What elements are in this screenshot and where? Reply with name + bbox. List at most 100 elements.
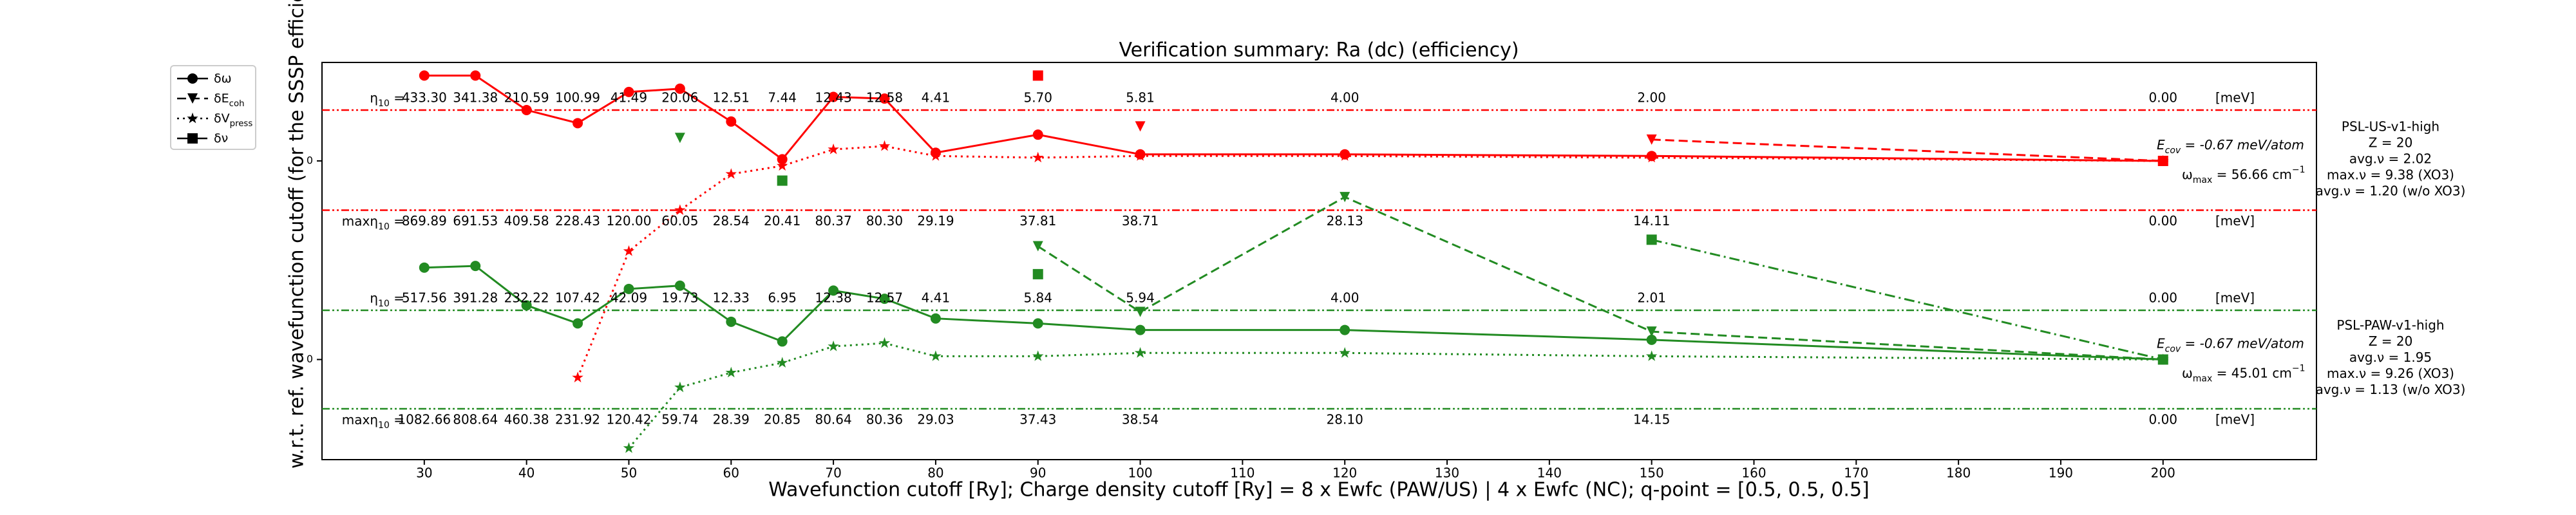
- x-tick-label: 90: [1030, 465, 1046, 481]
- marker: [674, 381, 686, 393]
- marker: [521, 104, 532, 115]
- marker: [623, 86, 634, 97]
- eta-value: 6.95: [768, 290, 797, 305]
- max-eta-label-part: =: [390, 213, 404, 229]
- max-eta-value: 808.64: [453, 411, 498, 427]
- marker: [1032, 318, 1043, 329]
- max-eta-value: 0.00: [2149, 411, 2178, 427]
- marker: [725, 168, 737, 179]
- pseudo-info: max.ν = 9.26 (XO3): [2327, 366, 2454, 381]
- eta-value: 12.57: [866, 290, 903, 305]
- legend-box: [170, 65, 256, 150]
- eta-value: 42.09: [611, 290, 647, 305]
- marker: [828, 91, 839, 102]
- unit-label: [meV]: [2215, 411, 2255, 427]
- eta-value: 0.00: [2149, 290, 2178, 305]
- ecov-label-part: = -0.67 meV/atom: [2181, 335, 2304, 351]
- legend-label-part: coh: [229, 99, 245, 109]
- max-eta-label: maxη10 =: [342, 213, 404, 232]
- marker: [470, 70, 481, 81]
- ecov-label-part: cov: [2165, 145, 2181, 156]
- marker: [1032, 268, 1043, 279]
- marker: [470, 261, 481, 272]
- marker: [1339, 150, 1350, 161]
- eta-value: 41.49: [611, 89, 647, 105]
- x-tick-label: 190: [2049, 465, 2073, 481]
- max-eta-value: 80.36: [866, 411, 903, 427]
- pseudo-info: Z = 20: [2369, 135, 2413, 150]
- x-tick-label: 130: [1435, 465, 1459, 481]
- marker: [1646, 326, 1657, 337]
- plot-frame: [321, 62, 2317, 460]
- x-tick-label: 50: [621, 465, 637, 481]
- x-tick-label: 200: [2151, 465, 2175, 481]
- marker: [1646, 234, 1657, 245]
- max-eta-value: 80.64: [815, 411, 851, 427]
- max-eta-value: 29.19: [917, 213, 954, 229]
- ecov-label-part: = -0.67 meV/atom: [2181, 136, 2304, 152]
- marker: [828, 340, 839, 351]
- legend-marker: [187, 73, 198, 84]
- legend-label: δω: [214, 71, 232, 86]
- eta-label-part: η: [370, 89, 378, 105]
- marker: [828, 285, 839, 296]
- x-tick-label: 30: [416, 465, 432, 481]
- x-axis-label: Wavefunction cutoff [Ry]; Charge density…: [768, 479, 1870, 501]
- legend-marker: [187, 133, 198, 144]
- x-tick-label: 170: [1844, 465, 1868, 481]
- legend-label: δVpress: [214, 111, 252, 129]
- unit-label: [meV]: [2215, 213, 2255, 229]
- legend-label-part: δω: [214, 71, 232, 86]
- eta-label: η10 =: [370, 290, 404, 309]
- x-tick-label: 120: [1332, 465, 1357, 481]
- eta-value: 517.56: [402, 290, 447, 305]
- plot-area: [322, 70, 2316, 453]
- max-eta-label-part: maxη: [342, 213, 378, 229]
- marker: [725, 366, 737, 378]
- eta-value: 19.73: [661, 290, 698, 305]
- max-eta-value: 409.58: [504, 213, 549, 229]
- pseudo-info: avg.ν = 2.02: [2349, 151, 2432, 166]
- max-eta-value: 460.38: [504, 411, 549, 427]
- marker: [1134, 347, 1146, 358]
- x-tick-label: 80: [927, 465, 943, 481]
- eta-value: 232.22: [504, 290, 549, 305]
- marker: [419, 70, 430, 81]
- x-tick-label: 70: [825, 465, 841, 481]
- marker: [674, 83, 685, 94]
- marker: [930, 150, 942, 161]
- eta-value: 341.38: [453, 89, 498, 105]
- eta-value: 2.01: [1637, 290, 1666, 305]
- marker: [1340, 324, 1350, 335]
- ecov-label-part: E: [2157, 136, 2165, 152]
- max-eta-value: 38.54: [1122, 411, 1159, 427]
- omega-label-part: ω: [2182, 365, 2193, 380]
- marker: [726, 316, 737, 327]
- x-tick-label: 40: [518, 465, 535, 481]
- eta-label: η10 =: [370, 89, 404, 109]
- marker: [1135, 121, 1146, 132]
- max-eta-value: 28.54: [713, 213, 750, 229]
- max-eta-value: 20.41: [764, 213, 800, 229]
- marker: [521, 300, 532, 311]
- max-eta-value: 120.42: [606, 411, 651, 427]
- marker: [930, 313, 941, 324]
- marker: [1645, 350, 1658, 361]
- marker: [878, 337, 891, 348]
- omega-label-part: = 45.01 cm: [2212, 365, 2292, 380]
- max-eta-label-part: 10: [378, 221, 390, 232]
- marker: [1032, 241, 1043, 252]
- y-tick-label: 0: [307, 154, 313, 166]
- eta-value: 5.70: [1023, 89, 1052, 105]
- omega-label-part: ω: [2182, 166, 2193, 182]
- eta-value: 4.41: [922, 89, 951, 105]
- max-eta-label-part: 10: [378, 420, 390, 431]
- ecov-label: Ecov = -0.67 meV/atom: [2157, 335, 2304, 355]
- eta-label-part: =: [390, 290, 404, 305]
- marker: [623, 283, 634, 294]
- marker: [573, 118, 583, 129]
- max-eta-value: 1082.66: [397, 411, 451, 427]
- eta-value: 0.00: [2149, 89, 2178, 105]
- eta-value: 4.41: [922, 290, 951, 305]
- eta-value: 100.99: [555, 89, 600, 105]
